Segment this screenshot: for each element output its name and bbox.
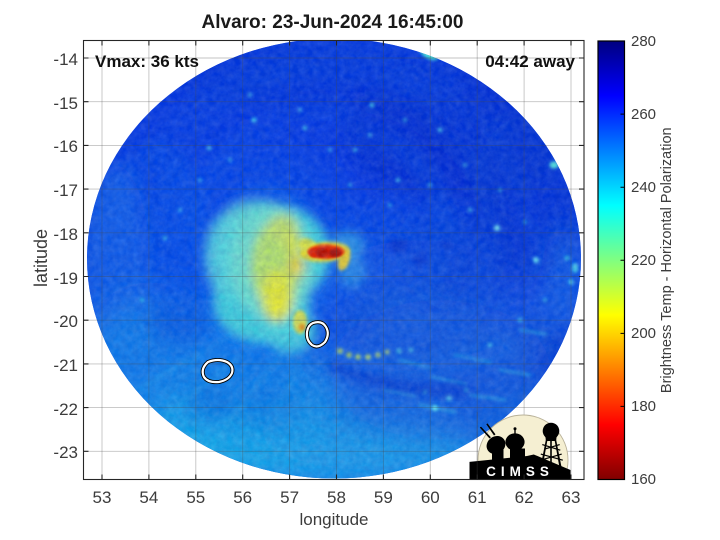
svg-text:CIMSS: CIMSS xyxy=(486,464,554,479)
